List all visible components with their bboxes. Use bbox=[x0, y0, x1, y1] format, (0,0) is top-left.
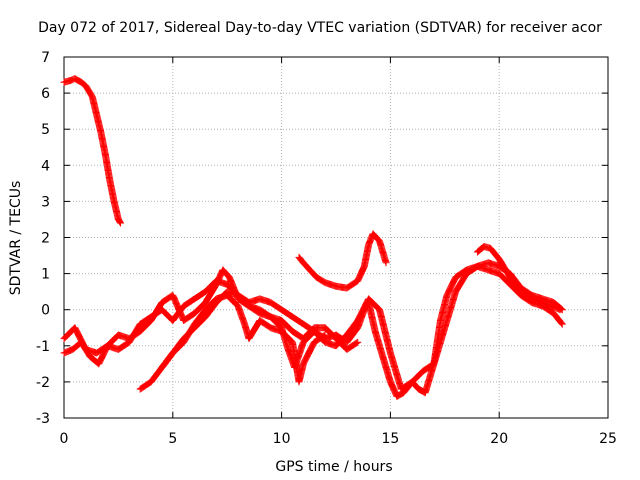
x-tick-label: 15 bbox=[381, 431, 399, 447]
series-trace-1 bbox=[60, 75, 125, 227]
grid-lines bbox=[64, 57, 608, 418]
data-point bbox=[382, 259, 390, 267]
y-tick-label: 2 bbox=[41, 231, 50, 247]
series-trace-7 bbox=[473, 243, 564, 314]
y-tick-label: -2 bbox=[36, 375, 50, 391]
x-tick-label: 0 bbox=[60, 431, 69, 447]
x-tick-label: 5 bbox=[168, 431, 177, 447]
x-tick-label: 20 bbox=[490, 431, 508, 447]
data-point bbox=[557, 318, 565, 326]
data-point bbox=[117, 219, 125, 227]
y-tick-label: 3 bbox=[41, 194, 50, 210]
data-point bbox=[321, 331, 329, 339]
y-tick-label: -3 bbox=[36, 411, 50, 427]
y-tick-label: 1 bbox=[41, 267, 50, 283]
data-marks bbox=[60, 75, 566, 400]
data-point bbox=[116, 218, 124, 226]
data-point bbox=[429, 361, 437, 369]
y-tick-label: 6 bbox=[41, 86, 50, 102]
x-axis-label: GPS time / hours bbox=[275, 459, 392, 475]
data-point bbox=[115, 217, 123, 225]
x-tick-label: 25 bbox=[599, 431, 617, 447]
series-trace-6 bbox=[295, 230, 390, 292]
y-tick-label: 7 bbox=[41, 50, 50, 66]
data-point bbox=[354, 338, 362, 346]
y-tick-label: 5 bbox=[41, 122, 50, 138]
data-point bbox=[558, 320, 566, 328]
y-tick-label: 0 bbox=[41, 303, 50, 319]
data-point bbox=[558, 319, 566, 327]
data-point bbox=[353, 339, 361, 347]
data-point bbox=[320, 332, 328, 340]
y-tick-label: 4 bbox=[41, 158, 50, 174]
x-tick-label: 10 bbox=[273, 431, 291, 447]
data-point bbox=[556, 306, 564, 314]
chart-title: Day 072 of 2017, Sidereal Day-to-day VTE… bbox=[38, 20, 602, 36]
y-tick-label: -1 bbox=[36, 339, 50, 355]
axis-ticks: 0 5 10 15 20 25 -3 -2 -1 0 1 2 3 4 5 6 7 bbox=[36, 50, 617, 447]
series-trace-4 bbox=[136, 291, 329, 393]
y-axis-label: SDTVAR / TECUs bbox=[8, 181, 24, 296]
series-trace-5 bbox=[158, 288, 362, 371]
